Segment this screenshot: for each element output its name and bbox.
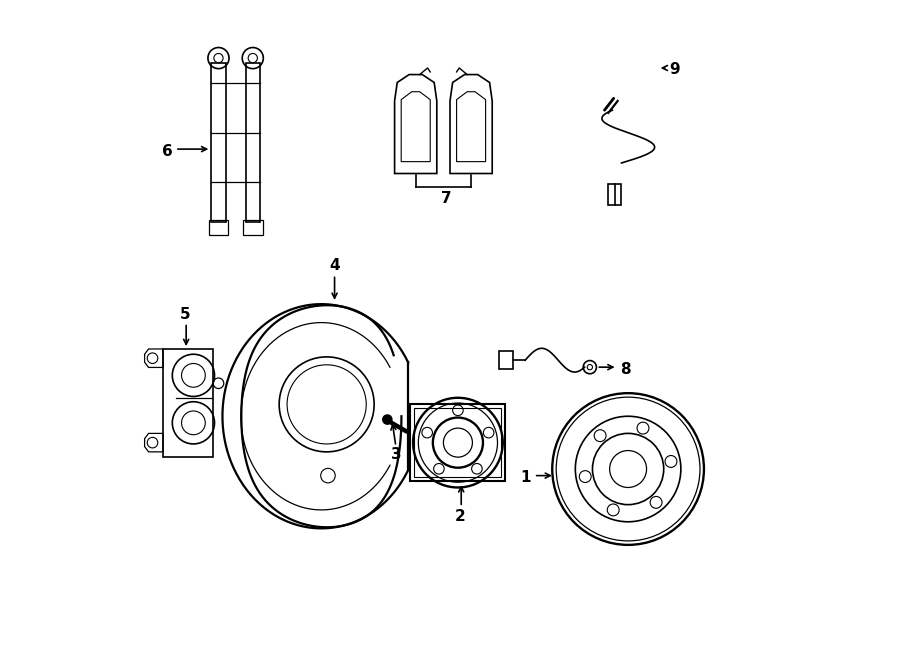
Bar — [410, 405, 506, 481]
Bar — [608, 184, 622, 205]
Bar — [209, 220, 229, 235]
Text: 6: 6 — [162, 143, 173, 159]
Bar — [499, 351, 513, 369]
Circle shape — [382, 415, 392, 424]
Bar — [243, 220, 263, 235]
Text: 3: 3 — [391, 447, 401, 462]
Text: 9: 9 — [669, 62, 680, 77]
Bar — [163, 349, 213, 457]
Bar — [246, 63, 260, 221]
Text: 7: 7 — [441, 191, 452, 206]
Bar — [212, 63, 226, 221]
Text: 8: 8 — [620, 362, 631, 377]
Bar — [414, 408, 501, 477]
Text: 5: 5 — [180, 307, 191, 321]
Text: 2: 2 — [455, 509, 466, 524]
Text: 4: 4 — [329, 258, 340, 274]
Text: 1: 1 — [520, 470, 531, 485]
